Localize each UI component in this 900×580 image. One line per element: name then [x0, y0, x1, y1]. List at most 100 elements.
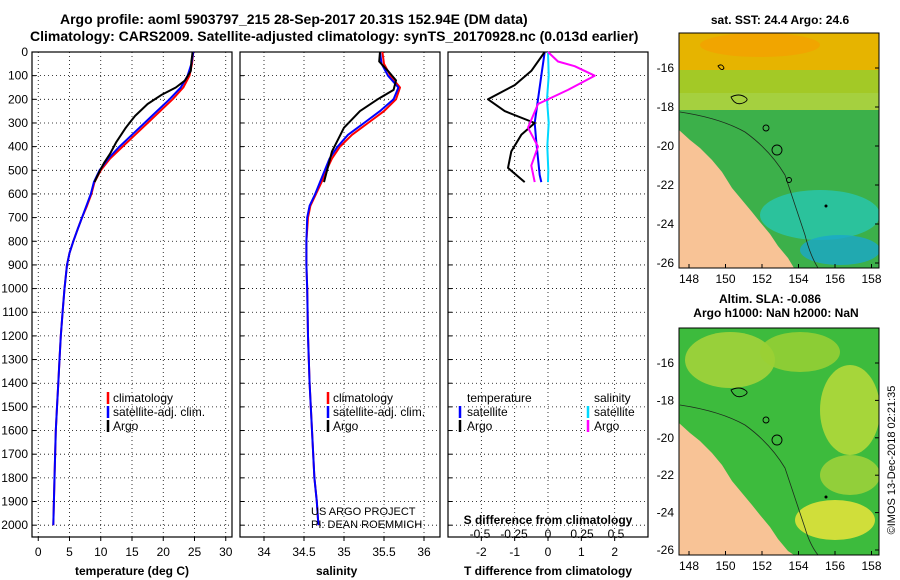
reef-island — [762, 416, 770, 424]
legend-sal-argo-label: Argo — [594, 419, 620, 433]
s-diff-tick-label: 0.25 — [570, 527, 594, 541]
difference-axis-label: T difference from climatology — [464, 564, 632, 578]
depth-tick-label: 1700 — [1, 447, 28, 461]
sst-map — [679, 33, 879, 268]
map-lon-label: 158 — [861, 272, 881, 286]
sla-map-frame — [678, 327, 880, 556]
map-lat-label: -26 — [657, 256, 675, 270]
sla-map-title: Altim. SLA: -0.086 — [719, 292, 821, 306]
shelf-contour — [679, 111, 819, 268]
salinity-plot-frame — [239, 51, 441, 538]
depth-tick-label: 1100 — [2, 305, 28, 319]
reef-outline — [730, 387, 748, 398]
x-tick-label: 5 — [66, 545, 73, 559]
map-lon-label: 156 — [825, 559, 845, 573]
depth-tick-label: 800 — [8, 234, 28, 248]
figure-title-line2: Climatology: CARS2009. Satellite-adjuste… — [30, 28, 638, 44]
sla-high-patch — [820, 365, 879, 455]
map-lon-label: 156 — [825, 272, 845, 286]
project-credit: US ARGO PROJECT — [311, 506, 416, 518]
reef-island — [771, 434, 783, 446]
reef-island — [762, 124, 770, 132]
s-diff-tick-label: 0 — [545, 527, 552, 541]
map-lon-label: 148 — [679, 559, 699, 573]
map-lon-label: 152 — [752, 559, 772, 573]
figure-title-line1: Argo profile: aoml 5903797_215 28-Sep-20… — [60, 11, 528, 27]
legend-satellite-label: satellite-adj. clim. — [113, 405, 205, 419]
imos-stamp: ©IMOS 13-Dec-2018 02:21:35 — [886, 386, 898, 535]
map-lat-label: -24 — [657, 506, 675, 520]
series-line-salinity-satellite — [546, 51, 550, 183]
depth-tick-label: 700 — [8, 211, 28, 225]
depth-tick-label: 200 — [8, 92, 28, 106]
x-tick-label: 0 — [545, 545, 552, 559]
map-lon-label: 150 — [715, 559, 735, 573]
map-lon-label: 158 — [861, 559, 881, 573]
x-tick-label: 30 — [219, 545, 233, 559]
series-line-satellite-adj-clim- — [52, 51, 195, 526]
series-line-argo — [93, 51, 194, 183]
temperature-axis-label: temperature (deg C) — [75, 564, 189, 578]
legend-satellite-label: satellite-adj. clim. — [333, 405, 425, 419]
depth-tick-label: 1800 — [1, 471, 28, 485]
x-tick-label: 25 — [188, 545, 202, 559]
depth-tick-label: 0 — [21, 45, 28, 59]
sst-map-frame — [678, 32, 880, 269]
sla-high-patch — [820, 455, 879, 495]
argo-position-marker — [824, 204, 828, 208]
legend-climatology-label: climatology — [113, 391, 173, 405]
depth-tick-label: 1300 — [1, 353, 28, 367]
legend-sal-satellite-label: satellite — [594, 405, 635, 419]
salinity-axis-label: salinity — [316, 564, 358, 578]
difference-legend: temperature satellite Argo salinity sate… — [458, 391, 635, 433]
sla-map-subtitle: Argo h1000: NaN h2000: NaN — [693, 306, 858, 320]
series-line-temperature-satellite — [533, 51, 546, 183]
pi-credit: PI: DEAN ROEMMICH — [311, 519, 422, 531]
map-lon-label: 152 — [752, 272, 772, 286]
legend-climatology-label: climatology — [333, 391, 393, 405]
depth-tick-labels: 0 100 200 300 400 500 600 700 800 900 1000 1100 1200… — [1, 45, 28, 532]
reef-outline — [717, 64, 725, 71]
depth-tick-label: 500 — [8, 163, 28, 177]
map-lat-label: -18 — [657, 100, 675, 114]
x-tick-label: 34 — [257, 545, 271, 559]
map-lat-label: -20 — [657, 431, 675, 445]
sst-cold-patch — [800, 235, 879, 265]
australia-landmass — [679, 423, 794, 555]
reef-island — [786, 177, 792, 183]
grid-layer — [32, 51, 648, 541]
sla-high-patch — [760, 332, 840, 372]
map-lon-label: 154 — [788, 272, 808, 286]
x-tick-label: 10 — [94, 545, 108, 559]
map-lat-label: -24 — [657, 217, 675, 231]
depth-tick-label: 1200 — [1, 329, 28, 343]
australia-landmass — [679, 130, 794, 268]
x-tick-label: 0 — [35, 545, 42, 559]
depth-tick-label: 1000 — [1, 282, 28, 296]
map-lon-label: 150 — [715, 272, 735, 286]
map-lat-label: -26 — [657, 543, 675, 557]
x-tick-label: 35 — [337, 545, 351, 559]
map-tick-labels: 148 150 152 154 156 158 -16 -18 -20 -22 -24 -26 148 1… — [657, 61, 882, 573]
depth-tick-label: 2000 — [1, 518, 28, 532]
series-layer — [52, 51, 596, 526]
map-lat-label: -18 — [657, 393, 675, 407]
salinity-legend: climatology satellite-adj. clim. Argo — [326, 391, 425, 433]
legend-argo-label: Argo — [333, 419, 359, 433]
argo-position-marker — [824, 495, 828, 499]
s-diff-tick-label: 0.5 — [608, 527, 625, 541]
reef-island — [771, 144, 783, 156]
depth-tick-label: 1600 — [1, 424, 28, 438]
map-lat-label: -16 — [657, 356, 675, 370]
legend-salinity-title: salinity — [594, 391, 631, 405]
x-tick-label: 34.5 — [292, 545, 316, 559]
depth-tick-label: 900 — [8, 258, 28, 272]
map-lat-label: -22 — [657, 468, 675, 482]
map-lon-label: 154 — [788, 559, 808, 573]
depth-tick-label: 300 — [8, 116, 28, 130]
sst-map-title: sat. SST: 24.4 Argo: 24.6 — [711, 13, 850, 27]
series-line-salinity-argo — [527, 51, 596, 183]
x-tick-label: 1 — [578, 545, 585, 559]
series-line-temperature-argo — [487, 51, 546, 183]
